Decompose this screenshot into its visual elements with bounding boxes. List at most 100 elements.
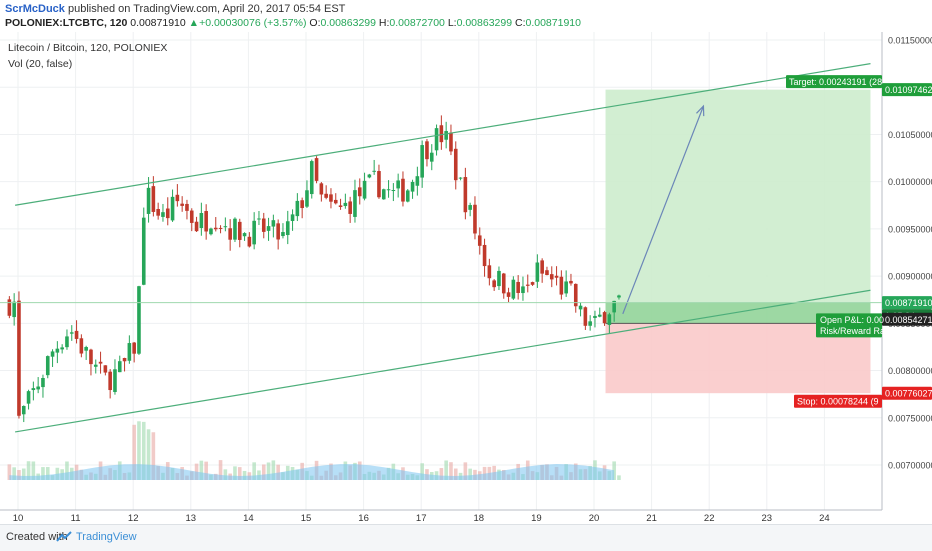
candle (113, 359, 117, 395)
candle-body (482, 244, 487, 267)
candle (420, 140, 424, 188)
close-value: 0.00871910 (525, 17, 581, 29)
candle-body (199, 213, 204, 229)
candle-body (290, 214, 295, 221)
candle-body (593, 315, 597, 318)
candle (607, 312, 612, 334)
candle (60, 344, 64, 354)
volume-bar (237, 467, 242, 480)
candle-body (26, 391, 31, 404)
candle-body (252, 220, 256, 245)
target-price-tag-bg (882, 83, 932, 97)
x-tick-label: 18 (474, 513, 485, 524)
candle-body (473, 204, 477, 234)
candle-body (348, 201, 352, 214)
tradingview-brand-link[interactable]: TradingView (76, 531, 137, 543)
candle (319, 182, 324, 202)
candle (237, 218, 242, 248)
volume-bar (261, 464, 266, 480)
candle-body (396, 180, 400, 189)
price-tags: 0.010974620.008719101:05:340.008542710.0… (786, 75, 932, 408)
channel-lower-line[interactable] (15, 289, 871, 433)
candle (257, 210, 261, 226)
candle (477, 227, 482, 255)
candle-body (372, 170, 376, 172)
candle-body (132, 342, 136, 354)
candle (458, 177, 463, 181)
candle-body (559, 276, 564, 295)
candle (156, 202, 160, 220)
candle (487, 258, 492, 286)
stop-label: Stop: 0.00078244 (9 (794, 394, 882, 408)
y-tick-label: 0.00750000 (888, 413, 932, 423)
candle-body (60, 347, 64, 350)
x-tick-label: 19 (531, 513, 542, 524)
volume-bar (146, 429, 151, 480)
publish-info: published on TradingView.com, April 20, … (64, 3, 346, 15)
candle-body (391, 190, 396, 192)
candle-body (521, 286, 525, 294)
candle (285, 210, 290, 245)
high-label: H: (378, 17, 390, 29)
volume-bars (7, 421, 621, 480)
price-chart[interactable]: 0.011500000.011000000.010500000.01000000… (0, 32, 932, 524)
volume-bar (271, 460, 276, 480)
candle-body (607, 314, 612, 325)
candle-body (122, 357, 127, 362)
candle (569, 273, 573, 286)
candle-body (79, 338, 84, 354)
candle-body (497, 270, 501, 287)
candle-body (367, 174, 372, 178)
candle (439, 115, 444, 150)
candle-body (305, 190, 309, 207)
x-tick-label: 20 (589, 513, 600, 524)
candle-body (271, 220, 276, 227)
volume-bar (41, 467, 45, 480)
volume-bar (223, 469, 228, 480)
candle-body (362, 180, 367, 199)
candle-body (410, 181, 415, 192)
candle (199, 202, 204, 236)
candle (271, 214, 276, 238)
candle-body (21, 405, 26, 415)
candle-body (439, 125, 444, 143)
candle (252, 212, 256, 250)
low-label: L: (447, 17, 457, 29)
candle-body (617, 295, 621, 298)
x-tick-label: 15 (301, 513, 312, 524)
candle-body (209, 228, 213, 235)
candle (410, 179, 415, 199)
candle-body (17, 300, 21, 416)
x-tick-label: 16 (358, 513, 369, 524)
candle (74, 320, 79, 344)
ohlc-line: POLONIEX:LTCBTC, 120 0.00871910 ▲+0.0003… (5, 17, 581, 29)
x-tick-label: 13 (186, 513, 197, 524)
candle-body (530, 282, 535, 285)
candle (21, 405, 26, 423)
volume-bar (26, 461, 31, 480)
candle (463, 167, 468, 220)
projection-arrow[interactable] (622, 105, 704, 315)
candle (290, 209, 295, 231)
candle (425, 139, 429, 167)
candle (405, 189, 410, 203)
candle-body (324, 193, 328, 198)
risk-reward-text: Risk/Reward Rat (820, 326, 888, 336)
candle (535, 254, 540, 288)
y-tick-label: 0.01050000 (888, 130, 932, 140)
candle-body (98, 361, 103, 364)
candle-body (487, 265, 492, 279)
drawings[interactable] (0, 63, 882, 433)
last-price-tag-text: 0.00871910 (885, 298, 932, 308)
candle (449, 124, 453, 156)
candle (295, 193, 300, 222)
candle (7, 296, 12, 319)
volume-bar (65, 461, 69, 480)
candle (381, 188, 386, 200)
close-label: C: (514, 17, 526, 29)
y-tick-label: 0.01150000 (888, 36, 932, 46)
author-link[interactable]: ScrMcDuck (5, 3, 65, 15)
candle-body (261, 218, 266, 232)
channel-upper-line[interactable] (15, 63, 871, 206)
candle-body (458, 177, 463, 179)
